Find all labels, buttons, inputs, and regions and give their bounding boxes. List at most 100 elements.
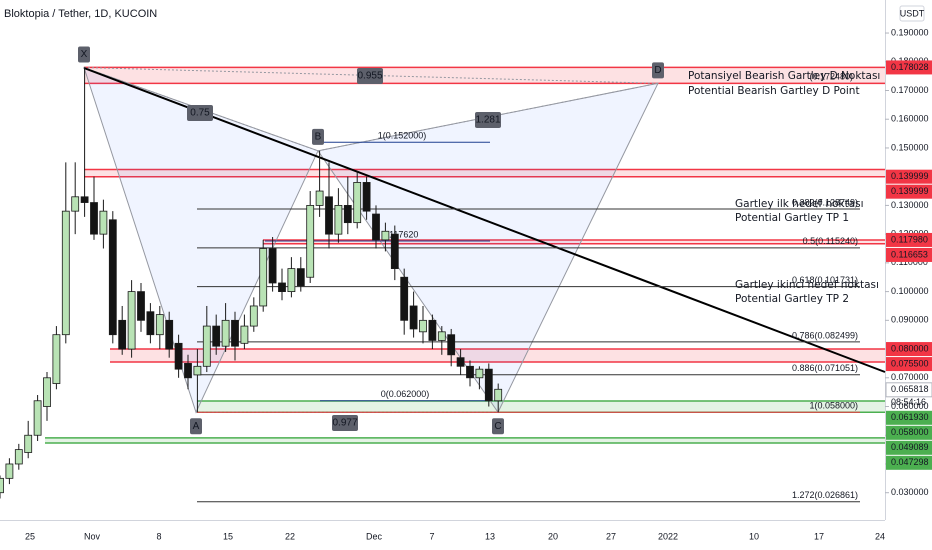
candle [259,239,268,312]
candles [0,67,503,499]
unit-box[interactable] [899,5,925,22]
candle [174,334,183,378]
ratio-box [332,415,358,431]
candle [278,268,286,301]
candle [24,420,33,459]
candle [33,395,42,441]
x-tick-label: Dec [366,531,383,541]
candle [212,314,221,355]
y-tick-label: 0.130000 [891,200,929,210]
price-tag-label: 0.075500 [891,358,929,368]
candle-body [99,210,108,235]
price-tag-label: 0.058000 [891,427,929,437]
candle [494,383,503,413]
candle [61,162,70,344]
candle [165,311,174,358]
zone [45,437,885,444]
candle-body [343,205,352,224]
x-tick-label: 8 [156,531,161,541]
level-label: 0.5(0.115240) [803,236,858,246]
y-tick-label: 0.110000 [891,257,928,267]
candle [409,291,418,338]
y-tick-label: 0.160000 [891,114,929,124]
candle-body [447,334,456,356]
countdown: 08:54:16 [891,397,926,407]
candle [287,257,296,298]
candle-body [419,319,427,333]
level-label: 0.382(0.128749) [792,197,858,207]
candle-body [14,449,23,465]
candle [315,150,324,217]
level-label: 1(0.058000) [809,401,858,411]
candle [52,326,61,390]
candle [155,305,164,350]
candle-body [33,400,42,436]
pattern-labels: X A B C D 0.75 0.955 1.281 0.977 [78,46,664,435]
price-tag-label: 0.116653 [891,249,928,259]
candle [353,170,362,229]
pattern-point-box [190,418,202,435]
time-axis: 25 Nov 8 15 22 Dec 7 13 20 27 2022 10 17 24 [25,531,885,541]
y-tick-label: 0.190000 [891,27,929,37]
candle [296,257,305,292]
price-tag-label: 0.065818 [891,384,929,394]
x-tick-label: 7 [429,531,434,541]
level-label: 0(0.062000) [381,389,430,399]
candle-body [475,368,484,379]
candle [419,305,427,344]
y-tick-label: 0.070000 [891,372,929,382]
candle-body [5,463,14,479]
x-tick-label: 17 [814,531,824,541]
candle-body [372,213,380,241]
price-tag-label: 0.178028 [891,62,929,72]
candle [428,314,437,350]
x-tick-label: 20 [548,531,558,541]
candle-body [80,196,89,203]
candle-body [90,202,98,235]
level-label: 0.886(0.071051) [792,363,858,373]
zone [84,169,885,177]
candle-body [24,434,33,453]
candle [437,326,446,355]
trendline [83,67,886,373]
candle-body [390,233,399,270]
ratio-box [475,112,501,128]
candle-body [287,268,296,293]
candle-body [296,268,305,287]
note: Gartley ilk hedef noktası [735,198,864,210]
price-tag [886,184,932,199]
price-tag-label: 0.139999 [891,186,929,196]
x-tick-label: 25 [25,531,35,541]
ratio-label: 0.75 [190,108,210,119]
candle [484,363,493,407]
note: Potential Gartley TP 1 [735,212,849,224]
unit-label[interactable]: USDT [900,8,925,18]
candle-body [61,210,70,336]
candle [221,303,230,352]
notes: Potansiyel Bearish Gartley D Noktası Pote… [688,70,880,305]
candle-body [118,319,127,350]
candle [90,176,98,240]
ratio-box [187,105,213,121]
chart-title[interactable]: Bloktopia / Tether, 1D, KUCOIN [4,8,157,20]
zone [263,239,885,244]
candle [14,443,23,470]
candle-body [231,319,239,347]
price-tag-label: 0.047298 [891,457,929,467]
candle [108,211,117,344]
x-tick-label: Nov [84,531,101,541]
candle-body [155,314,164,336]
price-tag [885,382,932,398]
level-label: 0.117620 [382,229,419,239]
candle-body [212,325,221,347]
candle-body [71,196,80,212]
candle-body [400,276,409,321]
candle [325,162,333,249]
candle-body [43,377,51,407]
y-tick-label: 0.030000 [891,487,929,497]
candle-body [456,357,465,367]
note: Gartley ikinci hedef noktası [735,279,879,291]
candle-body [165,319,174,350]
candle [334,188,343,243]
